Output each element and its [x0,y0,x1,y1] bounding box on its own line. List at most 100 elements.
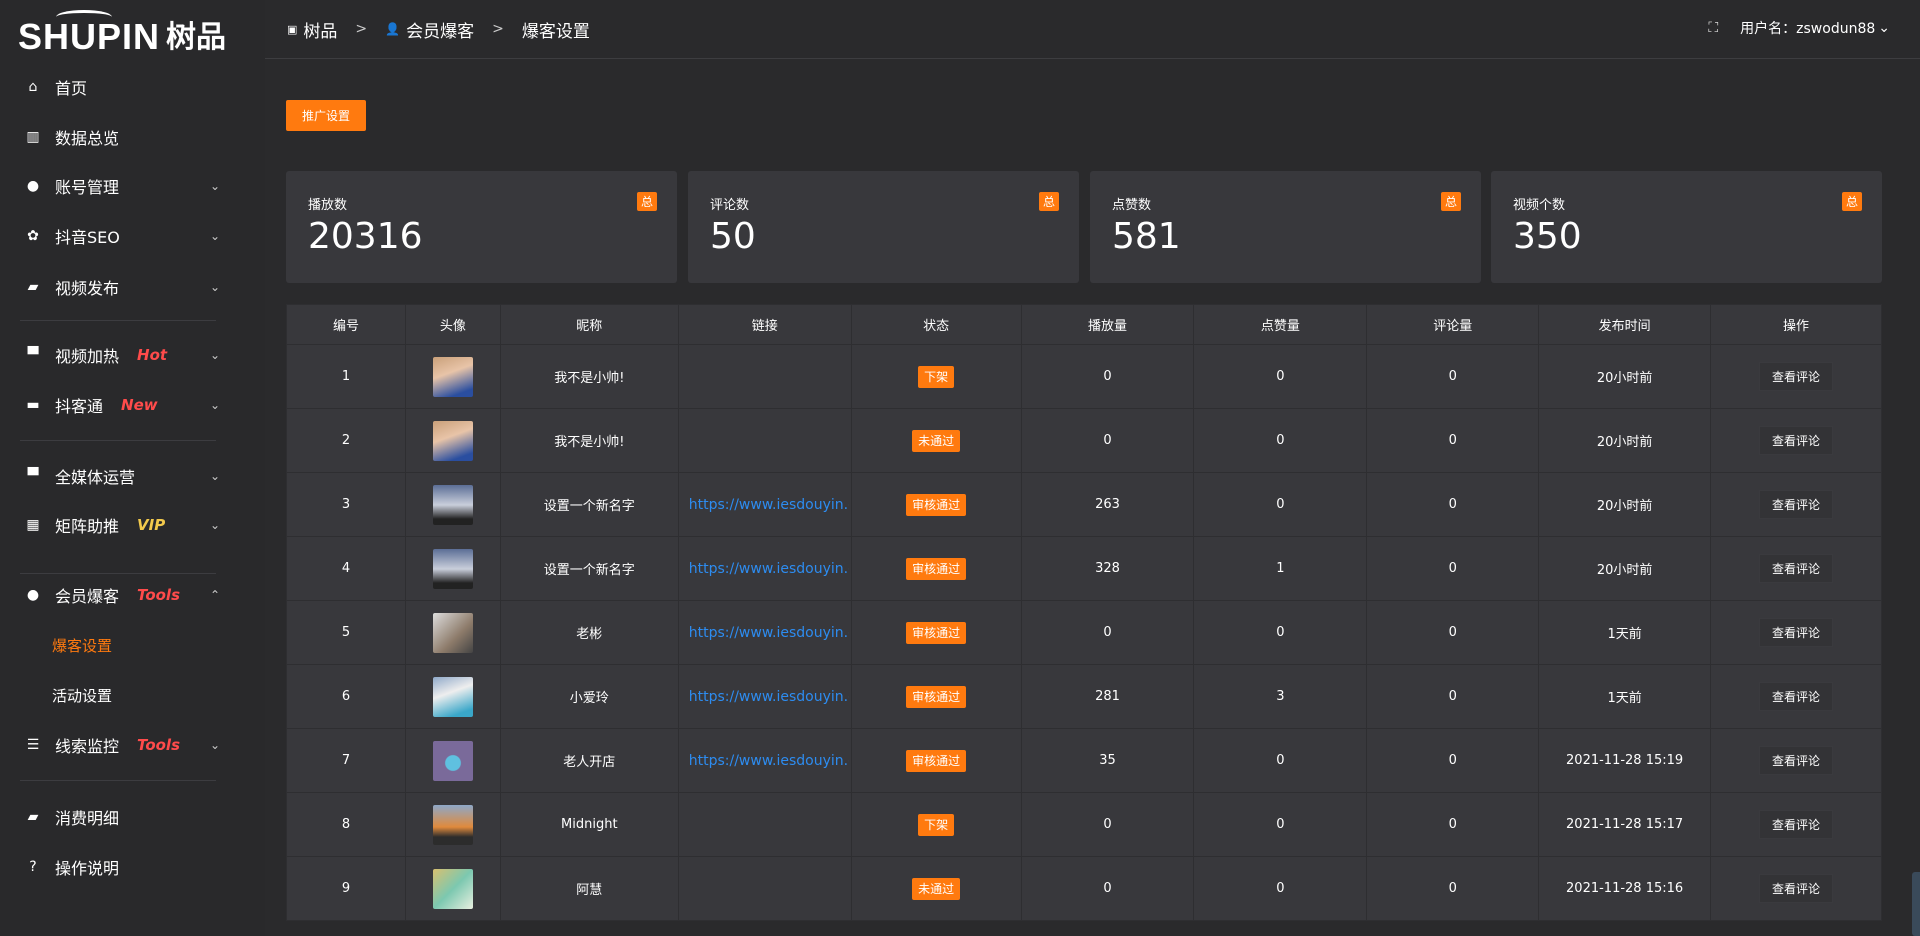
sidebar-item[interactable]: ● 账号管理 ⌄ [0,166,230,206]
chevron-down-icon: ⌄ [209,179,220,193]
view-comments-button[interactable]: 查看评论 [1759,682,1834,711]
grid-icon: ▦ [26,517,40,533]
column-header: 昵称 [499,304,679,345]
status-badge: 未通过 [912,878,961,900]
view-comments-button[interactable]: 查看评论 [1759,874,1834,903]
help-icon: ? [29,859,37,875]
sidebar-item[interactable]: ⌂ 首页 [0,67,230,107]
video-link[interactable]: https://www.iesdouyin.c [688,752,849,769]
chart-icon: ▣ [287,22,298,36]
breadcrumb-item[interactable]: 会员爆客 [406,21,475,42]
status-badge: 审核通过 [906,750,967,772]
sidebar-tag: Tools [137,736,180,754]
row-id: 7 [286,728,406,793]
view-comments-button[interactable]: 查看评论 [1759,746,1834,775]
view-comments-button[interactable]: 查看评论 [1759,426,1834,455]
sidebar-item[interactable]: ▀ 视频加热 Hot ⌄ [0,335,230,375]
member-table: 编号 头像 昵称 链接 状态 播放量 点赞量 评论量 发布时间 操作 1 我不是小帅! 下架 0 0… [286,304,1882,921]
plays: 0 [1020,792,1195,857]
sidebar: SHUPIN 树品 ⌂ 首页 ▥ 数据总览 ● 账号管理 ⌄ ✿ 抖音SEO ⌄ ▰ 视频发布 ⌄ ▀ 视频… [0,0,265,936]
table-row: 5 老彬 https://www.iesdouyin.c 审核通过 0 0 0 … [286,600,1882,665]
sidebar-item[interactable]: ? 操作说明 [0,847,230,887]
sidebar-item-label: 视频发布 [55,279,120,298]
nickname: 我不是小帅! [499,344,679,409]
video-link[interactable]: https://www.iesdouyin.c [688,688,849,705]
avatar [432,548,473,589]
view-comments-button[interactable]: 查看评论 [1759,810,1834,839]
table-row: 8 Midnight 下架 0 0 0 2021-11-28 15:17 查看评… [286,792,1882,857]
comments: 0 [1366,792,1540,857]
column-header: 编号 [286,304,406,345]
stat-label: 视频个数 [1513,198,1566,213]
plays: 281 [1020,664,1195,729]
user-icon: 👤 [385,22,401,36]
fullscreen-icon[interactable]: ⛶ [1708,20,1719,36]
comments: 0 [1366,408,1540,473]
sidebar-item-label: 账号管理 [55,178,120,197]
sidebar-item[interactable]: ▀ 全媒体运营 ⌄ [0,456,230,496]
view-comments-button[interactable]: 查看评论 [1759,618,1834,647]
sidebar-item-label: 矩阵助推 [55,517,120,536]
comments: 0 [1366,664,1540,729]
nickname: 设置一个新名字 [499,472,679,537]
status-badge: 审核通过 [906,622,967,644]
sidebar-item-label: 首页 [55,79,88,98]
status-badge: 审核通过 [906,494,967,516]
status-badge: 审核通过 [906,686,967,708]
row-id: 1 [286,344,406,409]
stat-value: 50 [710,216,756,257]
promo-settings-button[interactable]: 推广设置 [286,100,366,131]
sidebar-item[interactable]: ▰ 视频发布 ⌄ [0,267,230,307]
plays: 0 [1020,408,1195,473]
row-id: 9 [286,856,406,921]
sidebar-item[interactable]: ● 会员爆客 Tools ⌃ [0,575,230,615]
sidebar-item[interactable]: ☰ 线索监控 Tools ⌄ [0,725,230,765]
divider [20,320,216,321]
plays: 0 [1020,344,1195,409]
table-row: 4 设置一个新名字 https://www.iesdouyin.c 审核通过 3… [286,536,1882,601]
sidebar-tag: VIP [137,516,166,534]
total-badge: 总 [1440,192,1461,211]
sidebar-subitem[interactable]: 活动设置 [52,687,113,705]
avatar [432,868,473,909]
sidebar-tag: New [121,396,158,414]
chevron-down-icon[interactable]: ⌄ [1878,20,1890,36]
sidebar-item[interactable]: ✿ 抖音SEO ⌄ [0,216,230,256]
monitor-icon: ▀ [27,468,39,484]
view-comments-button[interactable]: 查看评论 [1759,554,1834,583]
view-comments-button[interactable]: 查看评论 [1759,362,1834,391]
column-header: 头像 [404,304,501,345]
status-badge: 下架 [918,366,955,388]
publish-time: 1天前 [1538,600,1712,665]
user-menu[interactable]: 用户名：zswodun88 [1740,21,1876,37]
chevron-down-icon: ⌄ [209,229,220,243]
comments: 0 [1366,728,1540,793]
breadcrumb-item[interactable]: 树品 [303,21,338,42]
video-link[interactable]: https://www.iesdouyin.c [688,560,849,577]
row-id: 3 [286,472,406,537]
user-icon: ● [26,178,40,194]
total-badge: 总 [636,192,657,211]
sidebar-item[interactable]: ▰ 消费明细 [0,797,230,837]
sidebar-item[interactable]: ▦ 矩阵助推 VIP ⌄ [0,505,230,545]
sidebar-item-label: 消费明细 [55,809,120,828]
video-link[interactable]: https://www.iesdouyin.c [688,624,849,641]
nickname: 老人开店 [499,728,679,793]
sidebar-item[interactable]: ▥ 数据总览 [0,117,230,157]
status-badge: 下架 [918,814,955,836]
bar-chart-icon: ▥ [26,129,40,145]
view-comments-button[interactable]: 查看评论 [1759,490,1834,519]
comments: 0 [1366,344,1540,409]
video-link[interactable]: https://www.iesdouyin.c [688,496,849,513]
avatar [432,356,473,397]
column-header: 评论量 [1366,304,1540,345]
side-widget[interactable] [1912,872,1920,936]
sidebar-item[interactable]: ▬ 抖客通 New ⌄ [0,385,230,425]
wallet-icon: ▰ [27,809,39,825]
likes: 0 [1193,728,1368,793]
publish-time: 20小时前 [1538,472,1712,537]
sidebar-subitem[interactable]: 爆客设置 [52,637,113,655]
publish-time: 20小时前 [1538,344,1712,409]
avatar [432,612,473,653]
home-icon: ⌂ [28,79,38,95]
